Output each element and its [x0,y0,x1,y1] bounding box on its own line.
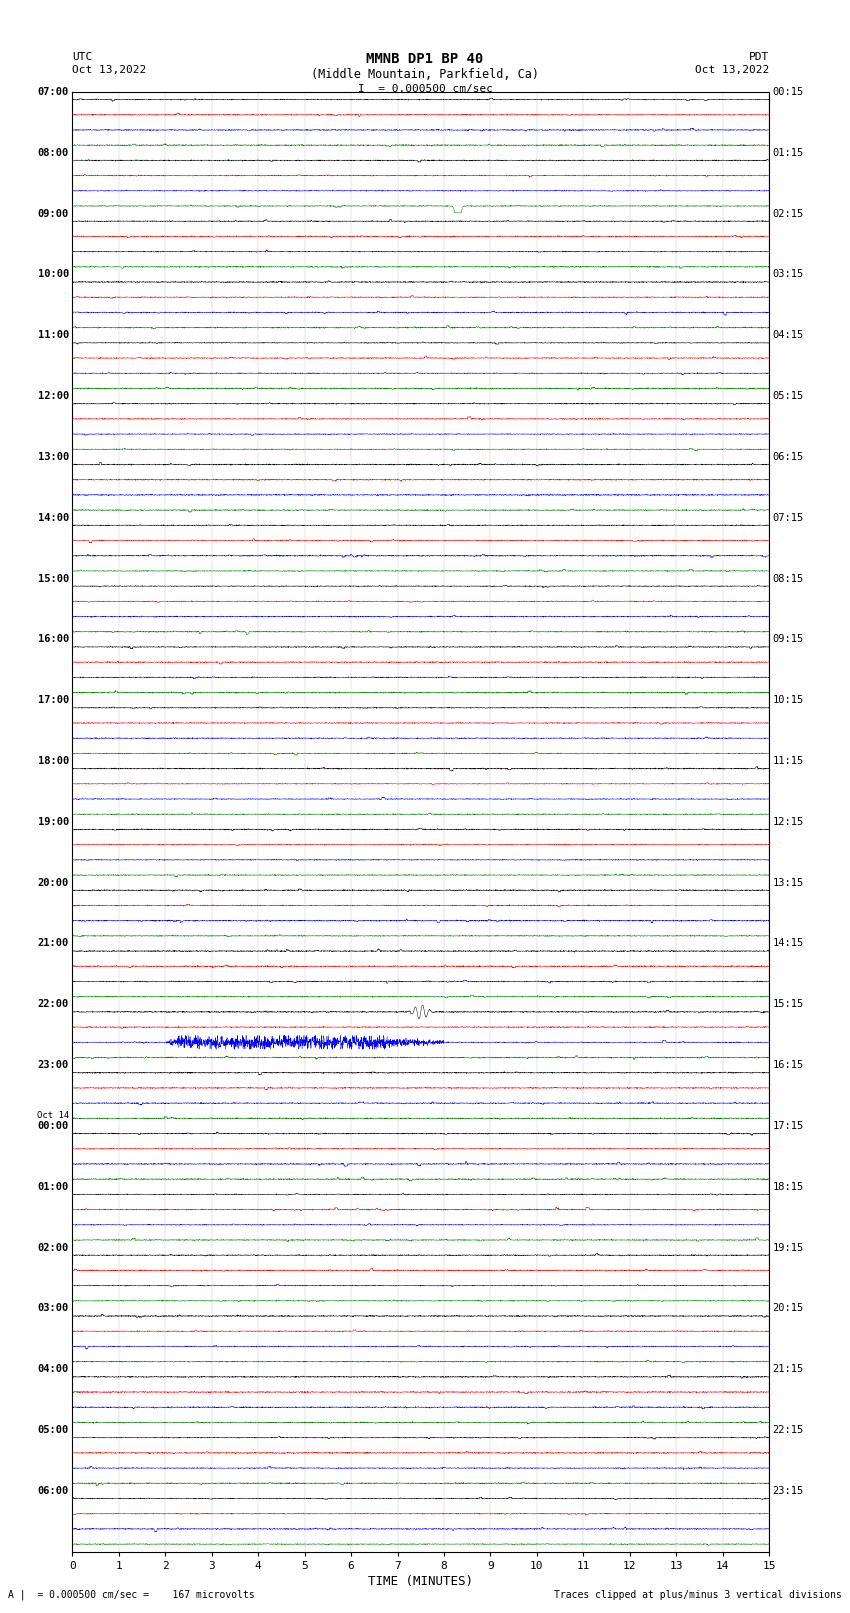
Text: 19:15: 19:15 [773,1242,804,1253]
Text: 15:15: 15:15 [773,1000,804,1010]
Text: 12:00: 12:00 [37,390,69,402]
Text: 08:15: 08:15 [773,574,804,584]
Text: 04:00: 04:00 [37,1365,69,1374]
Text: 05:00: 05:00 [37,1424,69,1436]
Text: 04:15: 04:15 [773,331,804,340]
Text: 14:15: 14:15 [773,939,804,948]
Text: 13:00: 13:00 [37,452,69,461]
Text: 09:00: 09:00 [37,208,69,219]
Text: 11:00: 11:00 [37,331,69,340]
Text: MMNB DP1 BP 40: MMNB DP1 BP 40 [366,52,484,66]
Text: 05:15: 05:15 [773,390,804,402]
Text: 20:15: 20:15 [773,1303,804,1313]
Text: A |  = 0.000500 cm/sec =    167 microvolts: A | = 0.000500 cm/sec = 167 microvolts [8,1589,255,1600]
Text: 00:00: 00:00 [37,1121,69,1131]
Text: 23:15: 23:15 [773,1486,804,1495]
Text: 22:15: 22:15 [773,1424,804,1436]
Text: 15:00: 15:00 [37,574,69,584]
Text: 02:15: 02:15 [773,208,804,219]
Text: 06:00: 06:00 [37,1486,69,1495]
Text: 07:15: 07:15 [773,513,804,523]
Text: 16:00: 16:00 [37,634,69,644]
Text: 03:00: 03:00 [37,1303,69,1313]
Text: 14:00: 14:00 [37,513,69,523]
Text: 21:00: 21:00 [37,939,69,948]
Text: Oct 13,2022: Oct 13,2022 [695,65,769,74]
Text: 10:15: 10:15 [773,695,804,705]
Text: 10:00: 10:00 [37,269,69,279]
Text: 11:15: 11:15 [773,756,804,766]
Text: I  = 0.000500 cm/sec: I = 0.000500 cm/sec [358,84,492,94]
Text: 13:15: 13:15 [773,877,804,887]
Text: 21:15: 21:15 [773,1365,804,1374]
Text: 18:15: 18:15 [773,1182,804,1192]
Text: 19:00: 19:00 [37,816,69,827]
Text: 01:00: 01:00 [37,1182,69,1192]
Text: 16:15: 16:15 [773,1060,804,1069]
Text: 18:00: 18:00 [37,756,69,766]
Text: Oct 13,2022: Oct 13,2022 [72,65,146,74]
Text: 09:15: 09:15 [773,634,804,644]
Text: UTC: UTC [72,52,93,61]
Text: PDT: PDT [749,52,769,61]
Text: 22:00: 22:00 [37,1000,69,1010]
Text: 03:15: 03:15 [773,269,804,279]
Text: 01:15: 01:15 [773,148,804,158]
Text: 08:00: 08:00 [37,148,69,158]
Text: 06:15: 06:15 [773,452,804,461]
Text: 20:00: 20:00 [37,877,69,887]
Text: 12:15: 12:15 [773,816,804,827]
Text: (Middle Mountain, Parkfield, Ca): (Middle Mountain, Parkfield, Ca) [311,68,539,81]
Text: 17:00: 17:00 [37,695,69,705]
Text: 23:00: 23:00 [37,1060,69,1069]
X-axis label: TIME (MINUTES): TIME (MINUTES) [368,1574,473,1587]
Text: 00:15: 00:15 [773,87,804,97]
Text: Traces clipped at plus/minus 3 vertical divisions: Traces clipped at plus/minus 3 vertical … [553,1590,842,1600]
Text: 07:00: 07:00 [37,87,69,97]
Text: 17:15: 17:15 [773,1121,804,1131]
Text: 02:00: 02:00 [37,1242,69,1253]
Text: Oct 14: Oct 14 [37,1111,69,1119]
